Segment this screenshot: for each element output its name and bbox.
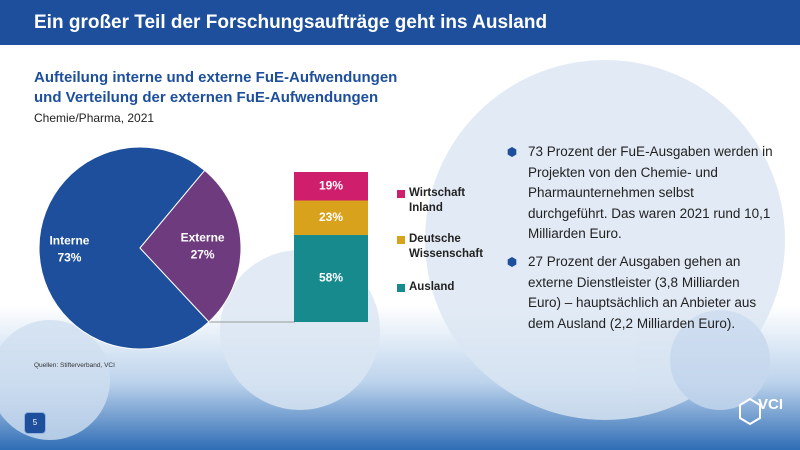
legend-swatch bbox=[397, 190, 405, 198]
chart-title: und Verteilung der externen FuE-Aufwendu… bbox=[34, 89, 379, 106]
slice-label: Externe bbox=[181, 230, 225, 244]
bullet-icon bbox=[507, 147, 517, 157]
slice-label: Interne bbox=[49, 234, 89, 248]
bar-value-label: 23% bbox=[319, 210, 343, 224]
bar-value-label: 58% bbox=[319, 271, 343, 285]
bar-segment bbox=[294, 200, 368, 235]
legend-swatch bbox=[397, 236, 405, 244]
slice-value: 27% bbox=[191, 247, 215, 261]
logo-icon bbox=[739, 397, 761, 426]
legend-swatch bbox=[397, 284, 405, 292]
pie-slice bbox=[139, 169, 242, 323]
header-title: Ein großer Teil der Forschungsaufträge g… bbox=[0, 0, 800, 45]
legend-label: Ausland bbox=[409, 281, 455, 293]
slice-value: 73% bbox=[57, 251, 81, 265]
bar-value-label: 19% bbox=[319, 178, 343, 192]
legend-label: Deutsche Wissenschaft bbox=[409, 233, 484, 260]
legend-label: Wirtschaft Inland bbox=[409, 187, 466, 214]
source: Quellen: Stifterverband, VCI bbox=[34, 362, 115, 369]
logo: VCI bbox=[758, 396, 784, 413]
bullet-text: 73 Prozent der FuE-Ausgaben werden in Pr… bbox=[528, 144, 773, 241]
page-number: 5 bbox=[24, 412, 46, 434]
bullet-icon bbox=[507, 257, 517, 267]
chart-title: Aufteilung interne und externe FuE-Aufwe… bbox=[34, 69, 398, 86]
chart-subtitle: Chemie/Pharma, 2021 bbox=[34, 111, 155, 125]
bar-segment bbox=[294, 172, 368, 201]
bar-segment bbox=[294, 235, 368, 322]
bullet-text: 27 Prozent der Ausgaben gehen an externe… bbox=[528, 254, 757, 331]
pie-slice bbox=[38, 146, 210, 350]
